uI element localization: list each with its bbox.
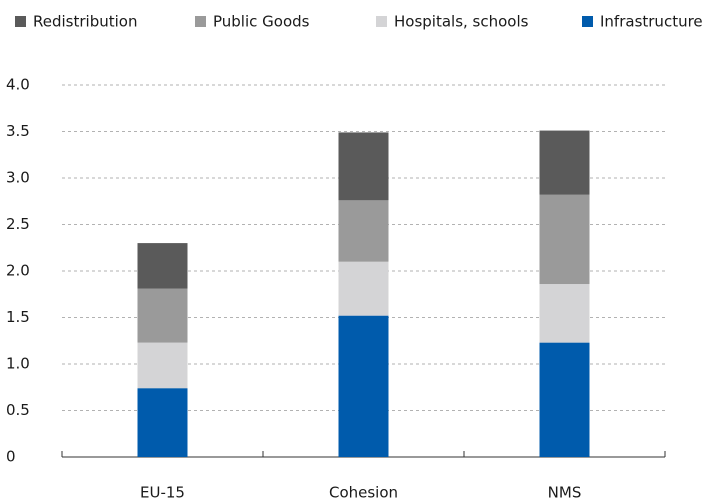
y-tick-label: 3.0 [6, 169, 30, 187]
bar-segment [338, 315, 389, 457]
legend-label: Public Goods [213, 13, 310, 31]
bar-segment [539, 284, 590, 343]
y-tick-label: 1.5 [6, 308, 30, 326]
bar-segment [137, 288, 188, 343]
x-tick-label: NMS [548, 484, 582, 502]
x-tick-label: Cohesion [329, 484, 398, 502]
y-tick-label: 0.5 [6, 401, 30, 419]
bar-segment [137, 342, 188, 389]
legend-label: Infrastructure [600, 13, 703, 31]
bar-segment [539, 194, 590, 285]
y-tick-label: 4.0 [6, 76, 30, 94]
legend-swatch [582, 16, 593, 27]
y-tick-label: 2.0 [6, 262, 30, 280]
bar-segment [539, 130, 590, 195]
y-tick-label: 2.5 [6, 215, 30, 233]
y-tick-label: 1.0 [6, 355, 30, 373]
legend-swatch [195, 16, 206, 27]
bar-segment [137, 243, 188, 289]
bar-segment [338, 132, 389, 201]
legend-swatch [15, 16, 26, 27]
legend-swatch [376, 16, 387, 27]
bar-segment [338, 261, 389, 316]
bar-segment [338, 200, 389, 262]
legend-label: Hospitals, schools [394, 13, 529, 31]
legend-label: Redistribution [33, 13, 137, 31]
bar-segment [539, 342, 590, 457]
y-tick-label: 0 [6, 448, 16, 466]
bar-segment [137, 388, 188, 457]
y-tick-label: 3.5 [6, 122, 30, 140]
x-tick-label: EU-15 [140, 484, 185, 502]
